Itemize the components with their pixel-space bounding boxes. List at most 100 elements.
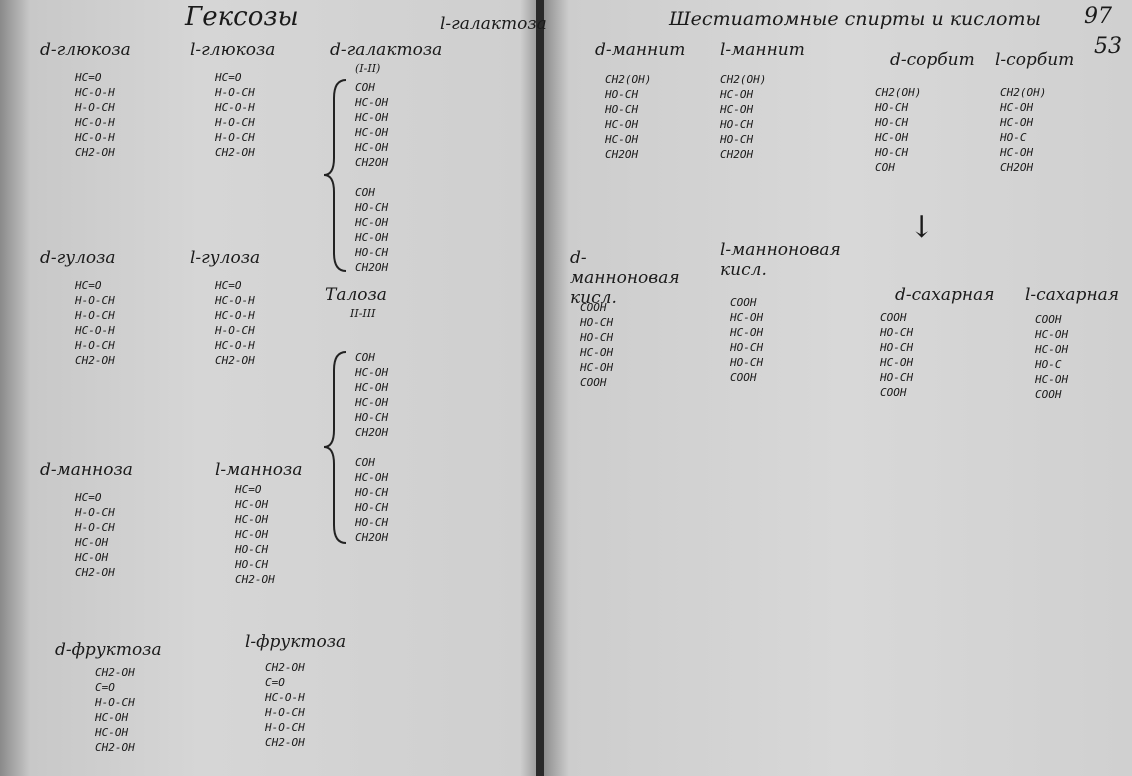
formula-line: H-O-CH [75,521,115,534]
formula-line: COOH [1035,313,1062,326]
left-compound-label: l-фруктоза [245,632,347,652]
formula-line: CH2-OH [95,666,135,679]
formula-line: HC-OH [75,536,109,549]
formula-line: HC-OH [1000,101,1034,114]
structural-formula: CH2-OH C=O H-O-CH HC-OH HC-OH CH2-OH [95,665,135,755]
formula-line: CH2OH [355,426,389,439]
page-number: 97 [1084,4,1112,29]
formula-line: CH2OH [720,148,754,161]
formula-line: HC-OH [355,216,389,229]
left-page-title: Гексозы [185,2,299,32]
left-compound-label: l-манноза [215,460,303,480]
structural-formula: CH2-OH C=O HC-O-H H-O-CH H-O-CH CH2-OH [265,660,305,750]
formula-line: HO-CH [720,133,754,146]
right-compound-label: l-манноновая кисл. [720,240,841,280]
formula-line: CH2(OH) [605,73,652,86]
formula-line: CH2OH [1000,161,1034,174]
formula-line: COH [355,81,375,94]
formula-line: HC-OH [730,311,764,324]
formula-line: HO-CH [880,371,914,384]
formula-line: H-O-CH [75,339,115,352]
formula-line: CH2-OH [235,573,275,586]
right-compound-label: l-сахарная [1025,285,1120,305]
formula-line: CH2(OH) [1000,86,1047,99]
formula-line: HO-CH [355,246,389,259]
formula-line: HC-OH [1035,373,1069,386]
structural-formula: COOH HO-CH HO-CH HC-OH HC-OH COOH [580,300,613,390]
formula-line: HO-CH [875,146,909,159]
left-compound-label: d-фруктоза [55,640,162,660]
formula-line: COOH [730,296,757,309]
structural-formula: CH2(OH) HO-CH HO-CH HC-OH HC-OH CH2OH [605,72,651,162]
formula-line: HC=O [75,491,102,504]
formula-line: HC-OH [580,361,614,374]
formula-line: HC=O [215,279,242,292]
formula-line: HO-CH [355,486,389,499]
formula-line: H-O-CH [265,706,305,719]
structural-formula: COOH HC-OH HC-OH HO-C HC-OH COOH [1035,312,1068,402]
left-compound-label: d-манноза [40,460,133,480]
formula-line: HO-CH [235,558,269,571]
formula-line: HC-OH [730,326,764,339]
formula-line: HC-OH [355,366,389,379]
formula-line: HC=O [75,279,102,292]
formula-line: HO-C [1035,358,1062,371]
left-compound-label: d-глюкоза [40,40,131,60]
formula-line: CH2(OH) [720,73,767,86]
structural-formula: HC=O H-O-CH H-O-CH HC-O-H H-O-CH CH2-OH [75,278,115,368]
formula-line: HC-OH [1000,146,1034,159]
formula-line: HC-OH [605,133,639,146]
formula-line: COOH [880,386,907,399]
formula-line: H-O-CH [215,116,255,129]
brace-icon [323,79,347,272]
formula-line: HC-OH [355,141,389,154]
formula-line: HC=O [75,71,102,84]
formula-line: COH [355,456,375,469]
formula-line: CH2-OH [75,566,115,579]
structural-formula: CH2(OH) HC-OH HC-OH HO-CH HO-CH CH2OH [720,72,766,162]
arrow-down-icon: ↓ [909,210,935,245]
formula-line: CH2-OH [95,741,135,754]
formula-line: HC-O-H [75,86,115,99]
formula-line: C=O [265,676,285,689]
formula-line [355,170,388,185]
formula-line: COOH [730,371,757,384]
structural-formula: CH2(OH) HC-OH HC-OH HO-C HC-OH CH2OH [1000,85,1046,175]
formula-line: HC=O [215,71,242,84]
formula-line: HO-CH [580,331,614,344]
formula-line: HO-CH [730,341,764,354]
formula-line: C=O [95,681,115,694]
compound-sublabel: II-III [350,307,376,320]
left-compound-label: Талоза [325,285,387,305]
formula-line: HC-O-H [215,309,255,322]
formula-line: HC-OH [1035,343,1069,356]
formula-line: H-O-CH [75,309,115,322]
formula-line: HO-CH [235,543,269,556]
formula-line: HC-OH [1035,328,1069,341]
formula-line: CH2OH [355,261,389,274]
left-compound-label: d-галактоза [330,40,443,60]
structural-formula: HC=O HC-O-H H-O-CH HC-O-H HC-O-H CH2-OH [75,70,115,160]
notebook-spine [536,0,546,776]
formula-line: H-O-CH [95,696,135,709]
right-compound-label: l-сорбит [995,50,1075,70]
right-compound-label: d-маннит [595,40,686,60]
formula-line: HC-OH [355,111,389,124]
formula-line: H-O-CH [75,506,115,519]
structural-formula: COH HC-OH HC-OH HC-OH HC-OH CH2OH COH HO-CH HC-… [355,80,388,275]
formula-line: HC-OH [880,356,914,369]
compound-sublabel: (I-II) [355,62,381,75]
formula-line: COOH [1035,388,1062,401]
formula-line: HC-O-H [265,691,305,704]
formula-line: HO-CH [605,103,639,116]
formula-line: CH2OH [355,156,389,169]
structural-formula: COOH HC-OH HC-OH HO-CH HO-CH COOH [730,295,763,385]
formula-line: CH2-OH [265,661,305,674]
left-compound-label: l-галактоза [440,14,547,34]
left-compound-label: l-глюкоза [190,40,276,60]
structural-formula: HC=O H-O-CH H-O-CH HC-OH HC-OH CH2-OH [75,490,115,580]
formula-line: CH2-OH [75,146,115,159]
formula-line: HC=O [235,483,262,496]
formula-line: HC-OH [1000,116,1034,129]
formula-line: HO-CH [875,116,909,129]
